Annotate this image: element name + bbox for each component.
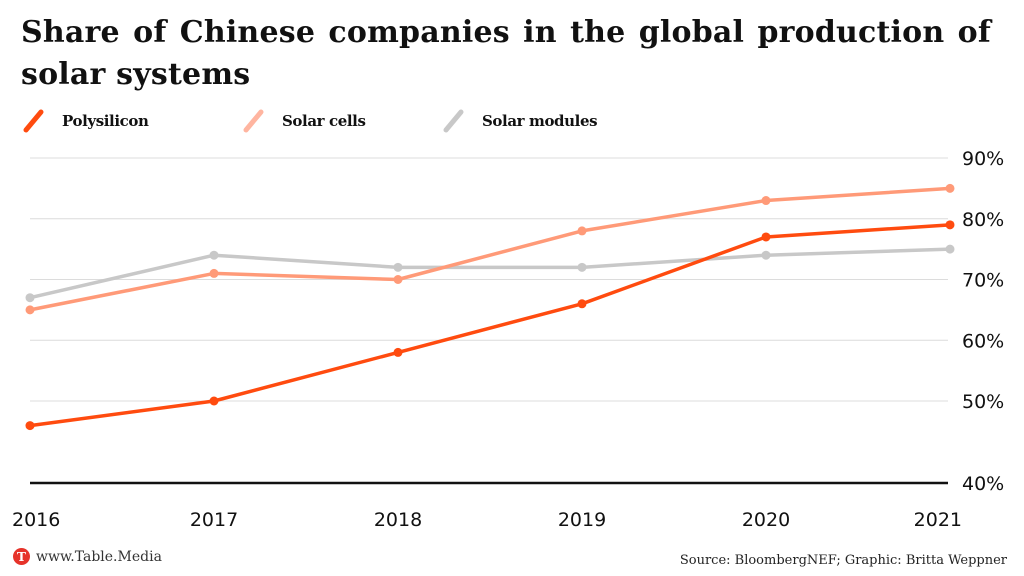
y-tick-label: 60% [962,330,1004,352]
gridlines [30,157,948,485]
y-tick-label: 90% [962,148,1004,170]
series-line-polysilicon [28,223,952,428]
data-point-solar-modules [25,293,35,303]
data-point-solar-modules [945,244,955,254]
data-point-solar-modules [393,262,403,272]
data-point-polysilicon [577,299,587,309]
legend-swatch-solar-cells [243,109,264,133]
series-lines [25,183,955,431]
series-polysilicon [25,220,955,431]
x-tick-label: 2019 [558,509,606,531]
legend-swatch-solar-modules [443,109,464,133]
data-point-solar-cells [209,268,219,278]
footer-brand: T www.Table.Media [13,548,162,565]
series-solar-modules [25,244,955,303]
legend-item-solar-modules: Solar modules [442,108,598,134]
legend-item-polysilicon: Polysilicon [22,108,149,134]
x-tick-label: 2017 [190,509,238,531]
y-tick-label: 80% [962,209,1004,231]
y-axis-ticks: 40% 50% 60% 70% 80% 90% [962,148,1004,495]
chart-title: Share of Chinese companies in the global… [21,15,991,92]
data-point-solar-modules [761,250,771,260]
series-line-solar-modules [28,247,952,300]
data-point-solar-modules [209,250,219,260]
data-point-solar-cells [761,196,771,206]
data-point-polysilicon [761,232,771,242]
series-solar-cells [25,183,955,315]
y-tick-label: 50% [962,391,1004,413]
site-link[interactable]: www.Table.Media [36,548,162,565]
data-point-solar-cells [25,305,35,315]
legend-swatch-polysilicon [23,109,44,133]
x-tick-label: 2021 [914,509,962,531]
legend-item-solar-cells: Solar cells [242,108,366,134]
data-point-solar-cells [577,226,587,236]
x-tick-label: 2016 [12,509,60,531]
data-point-polysilicon [209,396,219,406]
data-point-polysilicon [25,421,35,431]
legend-label: Solar cells [282,112,366,130]
x-tick-label: 2020 [742,509,790,531]
y-tick-label: 70% [962,270,1004,292]
legend-label: Solar modules [482,112,598,130]
data-point-polysilicon [945,220,955,230]
series-line-solar-cells [28,186,952,312]
x-axis-ticks: 2016 2017 2018 2019 2020 2021 [12,509,962,531]
y-tick-label: 40% [962,473,1004,495]
x-tick-label: 2018 [374,509,422,531]
legend-label: Polysilicon [62,112,149,130]
source-credit: Source: BloombergNEF; Graphic: Britta We… [679,553,1007,568]
data-point-solar-cells [945,183,955,193]
data-point-polysilicon [393,347,403,357]
table-media-logo-icon: T [13,548,30,565]
data-point-solar-modules [577,262,587,272]
data-point-solar-cells [393,275,403,284]
